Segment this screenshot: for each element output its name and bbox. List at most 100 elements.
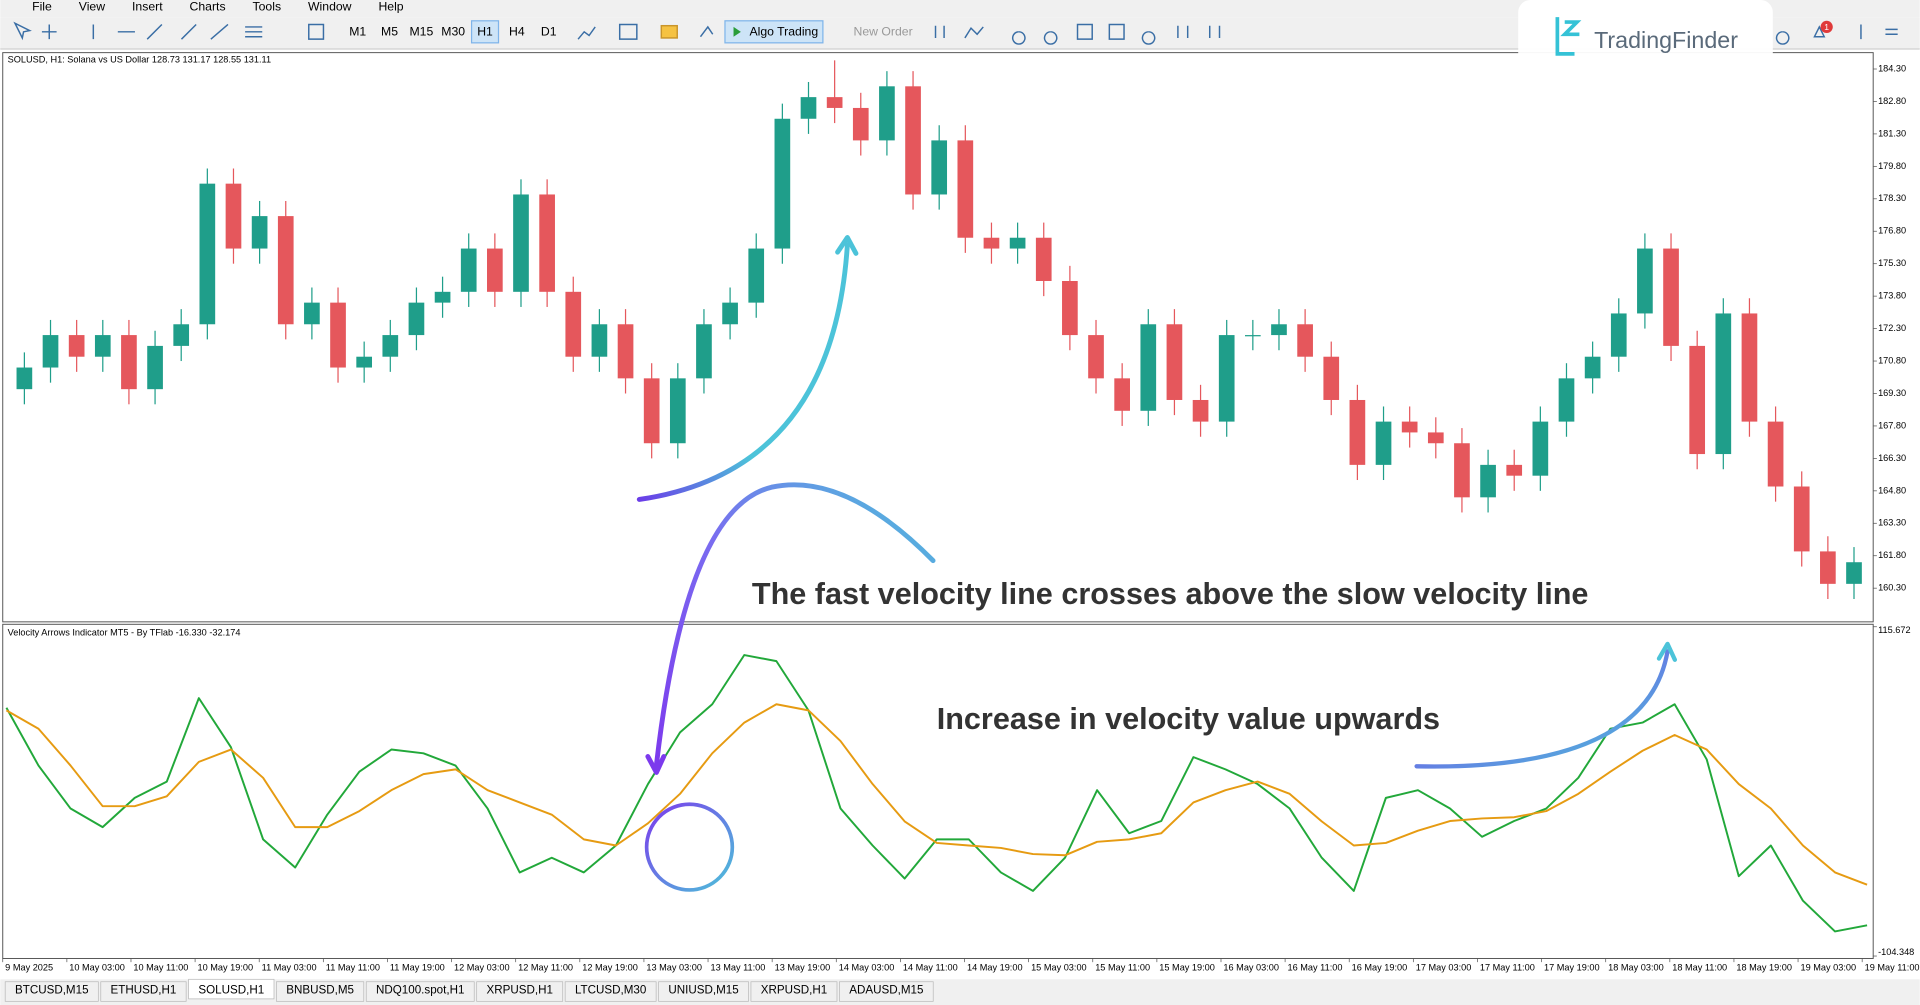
drawing-icons[interactable] <box>92 23 325 40</box>
menu-item[interactable]: Charts <box>190 0 226 14</box>
y-tick-label: 176.80 <box>1878 226 1906 236</box>
y-tick-label: 167.80 <box>1878 420 1906 430</box>
tab[interactable]: UNIUSD,M15 <box>668 983 738 996</box>
candle-body <box>1793 486 1810 552</box>
badge <box>1820 20 1833 34</box>
menu-item[interactable]: Tools <box>253 0 282 14</box>
crosshair-icon[interactable] <box>41 24 57 40</box>
algo-trading-button[interactable]: Algo Trading <box>749 25 818 39</box>
x-tick-label: 14 May 11:00 <box>903 963 958 973</box>
tab[interactable]: ETHUSD,H1 <box>111 983 177 996</box>
timeframe-button[interactable]: M30 <box>441 25 465 39</box>
candle-body <box>42 335 59 368</box>
x-tick-label: 18 May 19:00 <box>1736 963 1792 973</box>
candle-body <box>1584 356 1601 379</box>
tab-bg[interactable] <box>276 981 365 1002</box>
candle-body <box>1349 399 1366 465</box>
tab-bg[interactable] <box>839 981 934 1002</box>
new-order-button[interactable]: New Order <box>854 25 913 39</box>
algo-trading-bg <box>724 20 824 44</box>
y-tick-label: 182.80 <box>1878 96 1906 106</box>
x-tick-label: 16 May 19:00 <box>1352 963 1408 973</box>
tab[interactable]: BNBUSD,M5 <box>286 983 354 996</box>
timeframe-button[interactable]: M5 <box>381 25 398 39</box>
menu-item[interactable]: Insert <box>132 0 163 14</box>
menu-item[interactable]: File <box>32 0 52 14</box>
menu-item[interactable]: Window <box>308 0 352 14</box>
x-tick-label: 16 May 11:00 <box>1288 963 1343 973</box>
candle-body <box>774 118 791 249</box>
candle-body <box>1741 313 1758 422</box>
x-tick-label: 11 May 11:00 <box>326 963 380 973</box>
candle-body <box>852 107 869 141</box>
candle-body <box>643 378 660 444</box>
timeframe-button[interactable]: D1 <box>541 25 557 39</box>
candle-body <box>1323 356 1340 400</box>
candle-body <box>94 335 111 357</box>
candle-body <box>487 248 503 292</box>
folder-icon[interactable] <box>660 24 678 39</box>
timeframe-button[interactable]: H4 <box>509 25 525 39</box>
y-tick-label: -104.348 <box>1878 947 1914 957</box>
x-tick-label: 18 May 03:00 <box>1608 963 1664 973</box>
y-tick-label: 175.30 <box>1878 258 1906 268</box>
tab-bg[interactable] <box>365 981 475 1002</box>
x-tick-label: 14 May 03:00 <box>839 963 895 973</box>
tab-bg[interactable] <box>4 981 99 1002</box>
y-tick-label: 160.30 <box>1878 583 1906 593</box>
candle-body <box>147 345 163 390</box>
candle-body <box>539 194 555 292</box>
candle-body <box>800 97 817 119</box>
x-tick-label: 15 May 19:00 <box>1159 963 1215 973</box>
candle-body <box>1088 335 1104 379</box>
candle-body <box>356 356 373 368</box>
badge-count: 1 <box>1824 22 1829 32</box>
tab-bg[interactable] <box>100 981 187 1002</box>
candle-body <box>565 291 582 357</box>
candle-body <box>1009 237 1026 249</box>
candle-body <box>16 367 33 390</box>
candle-body <box>1271 324 1287 336</box>
tab-bg[interactable] <box>476 981 564 1002</box>
y-tick-label: 172.30 <box>1878 323 1906 333</box>
x-tick-label: 12 May 03:00 <box>454 963 510 973</box>
right-icons[interactable] <box>1775 24 1898 45</box>
x-tick-label: 16 May 03:00 <box>1223 963 1279 973</box>
chart-icons[interactable] <box>577 23 1221 45</box>
candle-body <box>460 248 477 292</box>
timeframe-button[interactable]: M1 <box>349 25 366 39</box>
pane-title: Velocity Arrows Indicator MT5 - By TFlab… <box>8 627 241 637</box>
x-tick-label: 18 May 11:00 <box>1672 963 1727 973</box>
candle-body <box>304 302 320 325</box>
tab-bg[interactable] <box>564 981 657 1002</box>
candle-body <box>1114 378 1130 411</box>
timeframe-button[interactable]: M15 <box>409 25 433 39</box>
x-tick-label: 9 May 2025 <box>5 963 53 973</box>
candle-body <box>879 86 895 141</box>
candle-body <box>591 324 608 357</box>
cursor-icon[interactable] <box>13 21 32 41</box>
tab[interactable]: SOLUSD,H1 <box>198 983 264 996</box>
menu-item[interactable]: View <box>79 0 105 14</box>
logo-box <box>1518 0 1773 79</box>
x-tick-label: 13 May 11:00 <box>710 963 765 973</box>
tab[interactable]: BTCUSD,M15 <box>15 983 89 996</box>
candle-body <box>1140 324 1157 411</box>
tab[interactable]: NDQ100.spot,H1 <box>376 983 464 996</box>
candle-body <box>1375 421 1392 465</box>
menu-item[interactable]: Help <box>378 0 403 14</box>
candle-body <box>1846 562 1862 584</box>
tab-bg[interactable] <box>188 978 275 1000</box>
tab-bg[interactable] <box>658 981 749 1002</box>
tab-bg[interactable] <box>750 981 838 1002</box>
arrow-head <box>835 235 859 256</box>
tab[interactable]: XRPUSD,H1 <box>486 983 552 996</box>
tab[interactable]: XRPUSD,H1 <box>761 983 827 996</box>
candle-body <box>1244 335 1261 337</box>
tab[interactable]: LTCUSD,M30 <box>575 983 646 996</box>
timeframe-button[interactable]: H1 <box>477 25 493 39</box>
candle-body <box>983 237 1000 249</box>
tab[interactable]: ADAUSD,M15 <box>849 983 923 996</box>
y-tick-label: 170.80 <box>1878 355 1906 365</box>
logo-text: TradingFinder <box>1594 27 1738 53</box>
